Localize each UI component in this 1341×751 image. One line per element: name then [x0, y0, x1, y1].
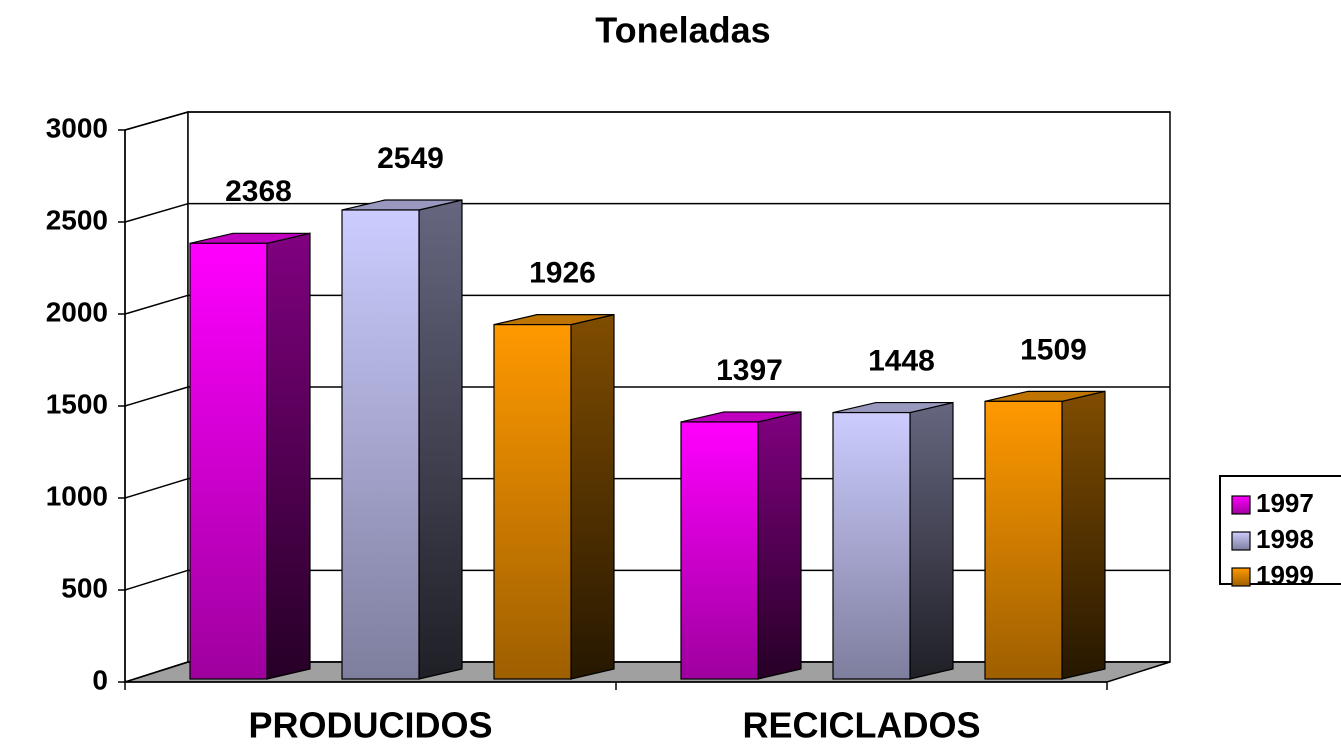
grid-line	[124, 294, 189, 315]
bar	[832, 411, 911, 680]
y-tick-label: 1500	[46, 388, 108, 419]
legend-swatch	[1231, 531, 1251, 551]
data-label: 2368	[225, 175, 292, 208]
y-tick-label: 0	[92, 664, 108, 695]
y-tick-label: 1000	[46, 480, 108, 511]
data-label: 1397	[716, 354, 783, 387]
chart-title: Toneladas	[595, 10, 770, 51]
legend-swatch	[1231, 495, 1251, 515]
grid-line	[124, 202, 189, 223]
data-label: 2549	[377, 142, 444, 175]
grid-line	[124, 111, 189, 131]
legend-swatch	[1231, 567, 1251, 587]
bar-side	[909, 401, 954, 680]
legend-label: 1998	[1256, 524, 1314, 554]
bar	[341, 209, 420, 680]
bar-side	[757, 411, 802, 680]
x-tick-label: PRODUCIDOS	[248, 705, 492, 746]
grid-line	[124, 661, 189, 683]
bar-side	[266, 232, 311, 680]
bar-side	[418, 199, 463, 680]
y-tick-label: 2500	[46, 204, 108, 235]
bar-side	[570, 313, 615, 680]
grid-line	[124, 386, 189, 407]
bar	[493, 324, 572, 680]
bar	[984, 400, 1063, 680]
y-tick-label: 3000	[46, 112, 108, 143]
x-tick-label: RECICLADOS	[742, 705, 980, 746]
legend-label: 1997	[1256, 488, 1314, 518]
data-label: 1926	[529, 257, 596, 290]
grid-line	[124, 477, 189, 499]
data-label: 1448	[868, 344, 935, 377]
legend	[1219, 475, 1341, 585]
data-label: 1509	[1020, 333, 1087, 366]
legend-label: 1999	[1256, 560, 1314, 590]
y-tick-label: 500	[61, 572, 108, 603]
bar-side	[1061, 390, 1106, 680]
grid-line	[124, 569, 189, 591]
y-tick-label: 2000	[46, 296, 108, 327]
bar	[680, 421, 759, 680]
bar	[189, 242, 268, 680]
